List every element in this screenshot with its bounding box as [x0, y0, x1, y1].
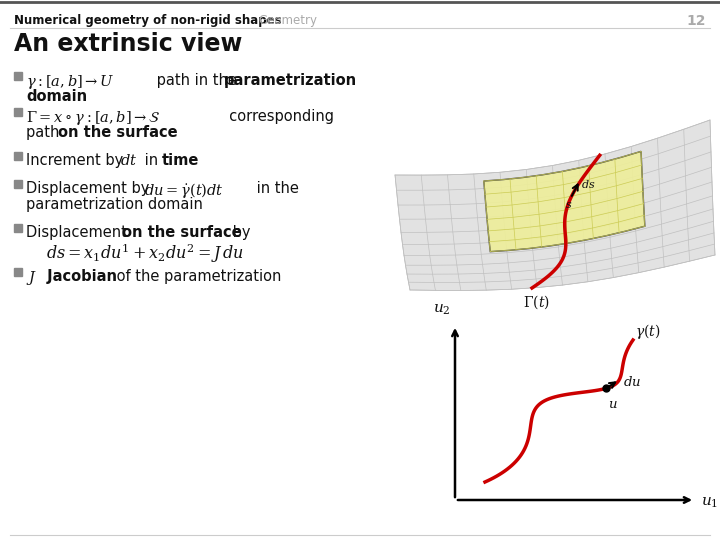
Text: time: time	[162, 153, 199, 168]
Text: by: by	[228, 225, 251, 240]
Text: $u_1$: $u_1$	[701, 495, 718, 510]
Text: in the: in the	[252, 181, 299, 196]
Polygon shape	[484, 151, 645, 252]
Bar	[14, 152, 22, 160]
Text: $J$: $J$	[26, 269, 37, 287]
Text: $du$: $du$	[624, 375, 642, 388]
Text: $du = \dot{\gamma}(t)dt$: $du = \dot{\gamma}(t)dt$	[144, 181, 224, 200]
Text: path in the: path in the	[152, 73, 241, 88]
Text: $\gamma : [a,b] \rightarrow U$: $\gamma : [a,b] \rightarrow U$	[26, 73, 114, 91]
Text: $u$: $u$	[608, 399, 618, 411]
Text: parametrization: parametrization	[224, 73, 357, 88]
Text: $\gamma(t)$: $\gamma(t)$	[635, 321, 660, 341]
Text: in: in	[140, 153, 163, 168]
Text: corresponding: corresponding	[220, 109, 334, 124]
Bar	[14, 72, 22, 80]
Bar	[14, 268, 22, 276]
Polygon shape	[395, 120, 715, 291]
Text: Displacement by: Displacement by	[26, 181, 154, 196]
Text: 12: 12	[686, 14, 706, 28]
Bar	[14, 108, 22, 116]
Text: of the parametrization: of the parametrization	[112, 269, 282, 284]
Text: path: path	[26, 125, 64, 140]
Text: Geometry: Geometry	[258, 14, 317, 27]
Text: $dt$: $dt$	[120, 153, 138, 168]
Text: $s$: $s$	[564, 200, 572, 211]
Text: parametrization domain: parametrization domain	[26, 197, 203, 212]
Text: Increment by: Increment by	[26, 153, 128, 168]
Text: $ds$: $ds$	[581, 178, 595, 190]
Text: on the surface: on the surface	[122, 225, 242, 240]
Text: Jacobian: Jacobian	[42, 269, 117, 284]
Text: $u_2$: $u_2$	[433, 302, 451, 317]
Text: on the surface: on the surface	[58, 125, 178, 140]
Bar	[14, 180, 22, 188]
Text: domain: domain	[26, 89, 87, 104]
Text: Numerical geometry of non-rigid shapes: Numerical geometry of non-rigid shapes	[14, 14, 282, 27]
Text: $ds = x_1 du^1 + x_2 du^2 = J\,du$: $ds = x_1 du^1 + x_2 du^2 = J\,du$	[46, 242, 244, 265]
Text: $\Gamma = x \circ \gamma : [a,b] \rightarrow \mathcal{S}$: $\Gamma = x \circ \gamma : [a,b] \righta…	[26, 109, 161, 127]
Bar	[14, 224, 22, 232]
Text: An extrinsic view: An extrinsic view	[14, 32, 243, 56]
Text: $\Gamma(t)$: $\Gamma(t)$	[523, 294, 550, 312]
Text: Displacement: Displacement	[26, 225, 132, 240]
